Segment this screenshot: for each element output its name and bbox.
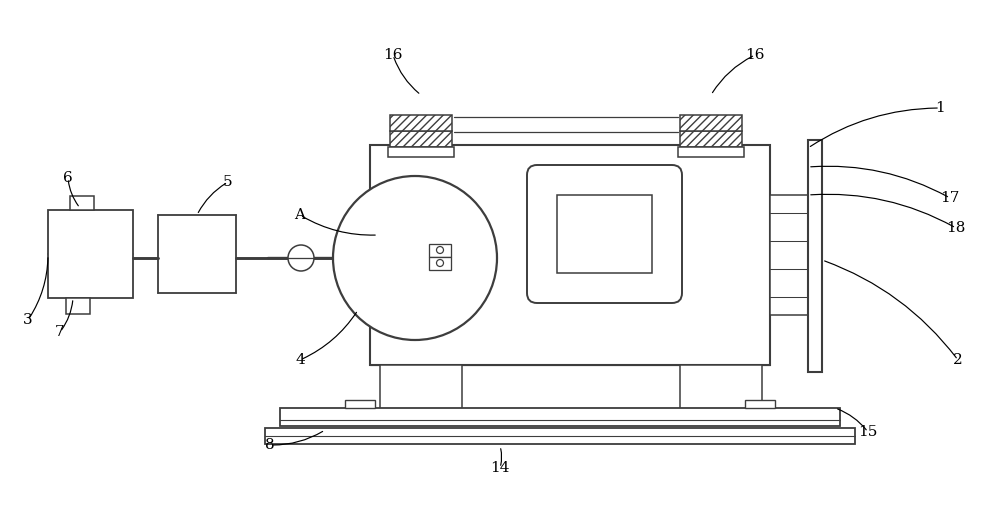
Text: 8: 8 — [265, 438, 275, 452]
Bar — [680, 365, 762, 410]
Text: 1: 1 — [935, 101, 945, 115]
Text: 6: 6 — [63, 171, 73, 185]
Bar — [345, 400, 375, 408]
Text: 16: 16 — [383, 48, 403, 62]
Bar — [390, 115, 452, 131]
Circle shape — [436, 247, 444, 253]
Bar — [396, 206, 434, 310]
Text: 3: 3 — [23, 313, 33, 327]
Text: 5: 5 — [223, 175, 233, 189]
Text: 2: 2 — [953, 353, 963, 367]
Text: 14: 14 — [490, 461, 510, 475]
Bar — [370, 410, 772, 422]
Bar — [390, 131, 452, 147]
Bar — [770, 195, 808, 315]
Bar — [808, 140, 822, 372]
Text: A: A — [294, 208, 306, 222]
Circle shape — [333, 176, 497, 340]
Bar — [429, 244, 451, 257]
FancyBboxPatch shape — [527, 165, 682, 303]
Text: 16: 16 — [745, 48, 765, 62]
Bar — [680, 131, 742, 147]
Text: 17: 17 — [940, 191, 960, 205]
Bar — [48, 210, 133, 298]
Text: 7: 7 — [55, 325, 65, 339]
Bar — [70, 196, 94, 210]
Bar — [158, 215, 236, 293]
Circle shape — [436, 260, 444, 266]
Bar — [265, 428, 855, 444]
Bar — [380, 365, 462, 410]
Bar — [429, 257, 451, 270]
Bar — [678, 147, 744, 157]
Bar — [388, 147, 454, 157]
Text: 18: 18 — [946, 221, 966, 235]
Text: 4: 4 — [295, 353, 305, 367]
Bar — [745, 400, 775, 408]
Bar — [557, 195, 652, 273]
Circle shape — [288, 245, 314, 271]
Bar — [66, 298, 90, 314]
Text: 15: 15 — [858, 425, 878, 439]
Bar — [370, 145, 770, 365]
Bar — [280, 408, 840, 426]
Bar — [680, 115, 742, 131]
